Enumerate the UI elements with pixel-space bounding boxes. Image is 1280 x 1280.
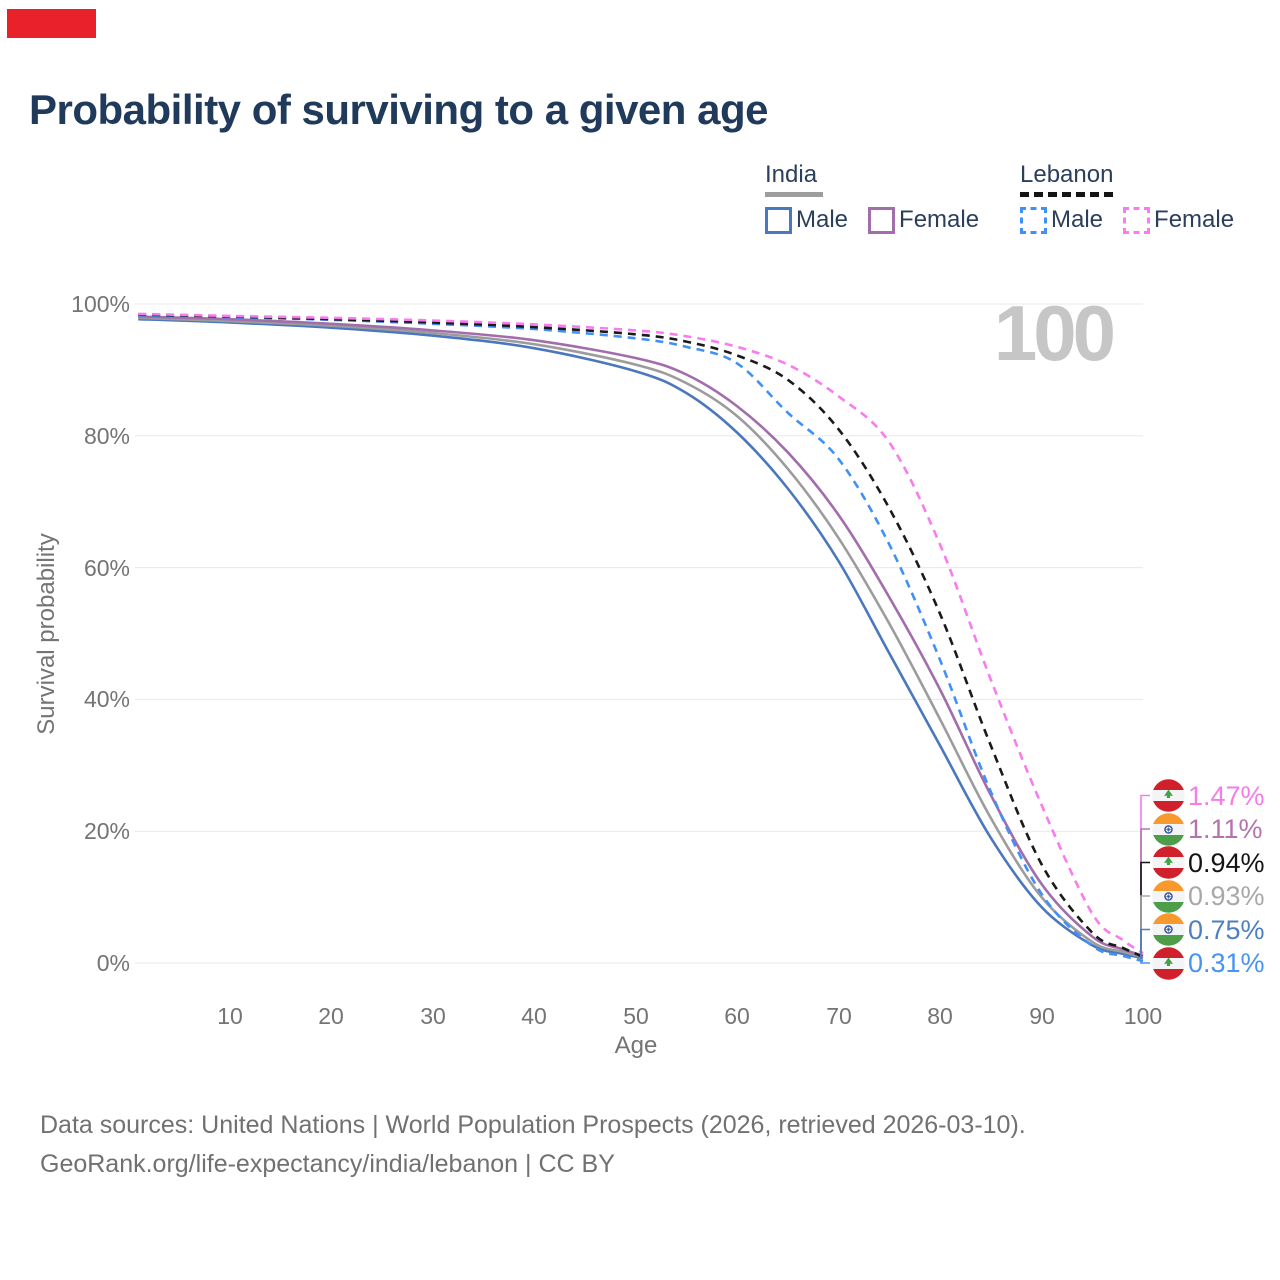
lebanon-flag-icon bbox=[1152, 946, 1185, 980]
legend-underline-dashed bbox=[1020, 192, 1117, 197]
legend-checkbox-lebanon-male[interactable] bbox=[1020, 206, 1047, 234]
legend-checkbox-lebanon-female[interactable] bbox=[1123, 206, 1151, 234]
legend-item-label[interactable]: Male bbox=[796, 206, 849, 233]
legend-items-row: Male Female bbox=[1020, 206, 1254, 234]
curve-lebanon-both[interactable] bbox=[138, 313, 1144, 958]
curve-lebanon-female[interactable] bbox=[138, 312, 1144, 955]
legend-group-india: India Male Female bbox=[765, 162, 999, 234]
x-tick-50: 50 bbox=[623, 1003, 649, 1029]
x-tick-70: 70 bbox=[826, 1003, 852, 1029]
legend: India Male Female Lebanon Male Female bbox=[0, 162, 1280, 252]
y-tick-100: 100% bbox=[71, 291, 130, 317]
chart-title: Probability of surviving to a given age bbox=[29, 86, 768, 133]
footer-sources: Data sources: United Nations | World Pop… bbox=[40, 1111, 1026, 1139]
y-tick-40: 40% bbox=[83, 686, 130, 712]
lebanon-flag-icon bbox=[1152, 846, 1185, 879]
leader-line-india-female bbox=[1140, 828, 1150, 956]
y-axis-label: Survival probability bbox=[33, 533, 60, 735]
end-label-lebanon-male: 0.31% bbox=[1188, 948, 1265, 978]
y-tick-20: 20% bbox=[83, 818, 130, 844]
curve-lebanon-male[interactable] bbox=[138, 313, 1144, 963]
curve-india-both[interactable] bbox=[138, 316, 1144, 959]
end-label-lebanon-female: 1.47% bbox=[1188, 780, 1265, 811]
legend-group-lebanon: Lebanon Male Female bbox=[1020, 162, 1254, 234]
y-tick-80: 80% bbox=[83, 423, 130, 449]
x-tick-20: 20 bbox=[318, 1003, 344, 1029]
leader-line-lebanon-both bbox=[1140, 861, 1150, 957]
legend-checkbox-india-male[interactable] bbox=[765, 206, 792, 234]
legend-item-label[interactable]: Female bbox=[1154, 206, 1235, 233]
y-tick-60: 60% bbox=[83, 555, 130, 581]
x-axis-label: Age bbox=[614, 1032, 658, 1059]
x-tick-40: 40 bbox=[521, 1003, 547, 1029]
footer: Data sources: United Nations | World Pop… bbox=[40, 1106, 1026, 1184]
legend-item-label[interactable]: Male bbox=[1051, 206, 1104, 233]
x-tick-10: 10 bbox=[217, 1003, 243, 1029]
leader-line-india-both bbox=[1140, 895, 1150, 957]
end-label-lebanon-both: 0.94% bbox=[1188, 847, 1265, 878]
india-flag-icon bbox=[1152, 913, 1185, 946]
legend-checkbox-india-female[interactable] bbox=[868, 206, 896, 234]
curve-india-female[interactable] bbox=[138, 315, 1144, 957]
lebanon-flag-icon bbox=[1152, 779, 1185, 812]
end-label-india-female: 1.11% bbox=[1188, 814, 1263, 844]
x-tick-80: 80 bbox=[927, 1003, 953, 1029]
india-flag-icon bbox=[1152, 812, 1185, 846]
india-flag-icon bbox=[1152, 879, 1185, 913]
footer-attribution: GeoRank.org/life-expectancy/india/lebano… bbox=[40, 1150, 615, 1178]
age-watermark: 100 bbox=[993, 289, 1116, 377]
legend-country-label: Lebanon bbox=[1020, 161, 1114, 188]
end-label-india-male: 0.75% bbox=[1188, 914, 1265, 945]
x-tick-60: 60 bbox=[724, 1003, 750, 1029]
legend-underline-solid bbox=[765, 192, 823, 197]
leader-line-india-male bbox=[1140, 928, 1150, 959]
end-label-india-both: 0.93% bbox=[1188, 881, 1265, 911]
x-tick-90: 90 bbox=[1029, 1003, 1055, 1029]
leader-line-lebanon-male bbox=[1140, 961, 1150, 964]
curve-india-male[interactable] bbox=[138, 317, 1144, 960]
x-tick-100: 100 bbox=[1123, 1003, 1163, 1029]
legend-item-label[interactable]: Female bbox=[899, 206, 980, 233]
y-tick-0: 0% bbox=[96, 950, 130, 976]
legend-items-row: Male Female bbox=[765, 206, 999, 234]
legend-country-label: India bbox=[765, 161, 818, 188]
red-marker-overlay bbox=[7, 9, 96, 38]
x-tick-30: 30 bbox=[420, 1003, 446, 1029]
